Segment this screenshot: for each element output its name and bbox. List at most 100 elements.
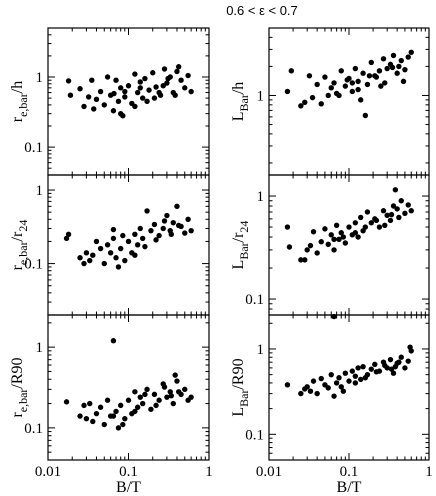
- data-point: [384, 212, 390, 219]
- y-axis-label-main: L: [230, 260, 247, 270]
- data-point: [402, 365, 408, 371]
- data-point: [63, 235, 70, 242]
- data-point: [398, 57, 404, 64]
- data-point: [185, 216, 191, 222]
- data-point: [314, 390, 320, 397]
- data-point: [344, 77, 350, 83]
- y-axis-label-rest: /h: [230, 82, 247, 94]
- data-point: [338, 68, 344, 74]
- panel-frame: [268, 174, 430, 316]
- y-axis-label-subscript: e,bar: [16, 389, 30, 413]
- data-point: [97, 88, 104, 95]
- x-tick-label: 1: [425, 464, 433, 480]
- data-point: [104, 242, 111, 248]
- data-point: [390, 52, 397, 59]
- data-point: [380, 208, 387, 214]
- data-point: [333, 380, 340, 386]
- data-point: [148, 227, 154, 234]
- data-point: [382, 222, 388, 228]
- data-point: [394, 206, 400, 212]
- data-point: [93, 238, 100, 245]
- data-point: [388, 366, 395, 372]
- y-tick-label: 1: [36, 340, 44, 356]
- data-point: [382, 362, 388, 369]
- y-axis-label-main: r: [9, 264, 26, 270]
- y-axis-label-subscript: Bar: [237, 390, 251, 407]
- data-point: [137, 79, 143, 85]
- data-point: [352, 230, 359, 236]
- data-point: [357, 214, 364, 221]
- data-point: [394, 70, 400, 76]
- data-point: [137, 394, 143, 400]
- data-point: [318, 239, 324, 245]
- y-tick-label: 0.1: [245, 427, 264, 443]
- y-axis-label: re,bar/r24: [9, 220, 30, 271]
- data-point: [164, 80, 170, 86]
- data-point: [368, 220, 375, 226]
- data-point: [165, 75, 171, 82]
- data-point: [122, 94, 128, 100]
- data-point: [156, 397, 162, 403]
- data-point: [110, 226, 117, 233]
- data-point: [388, 211, 395, 218]
- data-point: [117, 245, 124, 252]
- data-point: [142, 391, 148, 398]
- data-point: [286, 244, 293, 250]
- data-point: [132, 71, 138, 77]
- data-point: [307, 242, 314, 249]
- x-axis-label: B/T: [116, 479, 141, 496]
- data-point: [284, 224, 291, 230]
- data-point: [151, 221, 158, 228]
- data-point: [132, 252, 138, 258]
- data-point: [336, 92, 342, 99]
- data-point: [387, 217, 394, 224]
- data-point: [288, 68, 295, 74]
- data-point: [314, 81, 320, 88]
- data-point: [331, 236, 337, 243]
- data-point: [115, 264, 122, 270]
- data-point: [170, 400, 176, 407]
- data-point: [188, 394, 194, 400]
- data-point: [93, 410, 100, 417]
- data-point: [134, 242, 141, 248]
- data-point: [137, 85, 143, 91]
- y-axis-label-rest-subscript: 24: [237, 221, 251, 233]
- data-point: [322, 74, 328, 80]
- y-axis-label-subscript: e,bar: [16, 241, 30, 265]
- data-point: [331, 80, 337, 86]
- data-point: [392, 187, 399, 193]
- data-point: [182, 386, 188, 393]
- data-point: [77, 255, 83, 261]
- data-point: [148, 406, 154, 412]
- data-point: [307, 388, 314, 394]
- data-point: [142, 243, 148, 250]
- data-point: [357, 376, 364, 383]
- data-point: [142, 75, 148, 82]
- data-point: [405, 202, 411, 208]
- x-axis-label: B/T: [337, 479, 362, 496]
- y-axis-label-rest: /h: [9, 81, 26, 93]
- data-point: [77, 413, 83, 419]
- data-point: [298, 103, 304, 109]
- data-point: [188, 227, 194, 234]
- data-point: [380, 56, 387, 62]
- data-point: [402, 66, 408, 73]
- data-point: [178, 77, 184, 83]
- y-tick-label: 0.1: [24, 421, 43, 437]
- data-point: [396, 214, 402, 221]
- data-point: [182, 230, 188, 236]
- y-axis-label-subscript: Bar: [237, 242, 251, 259]
- data-point: [117, 402, 124, 409]
- data-point: [174, 378, 180, 384]
- data-point: [360, 70, 366, 76]
- panel-frame: [47, 174, 210, 316]
- panel-grid: 0.11re,bar/h1LBar/h0.11re,bar/r240.11LBa…: [9, 27, 433, 496]
- data-point: [67, 92, 74, 98]
- data-point: [117, 110, 124, 117]
- data-point: [156, 89, 162, 96]
- data-point: [104, 74, 111, 80]
- data-point: [372, 361, 378, 368]
- data-point: [333, 222, 340, 228]
- data-point: [304, 247, 310, 253]
- data-point: [161, 218, 168, 224]
